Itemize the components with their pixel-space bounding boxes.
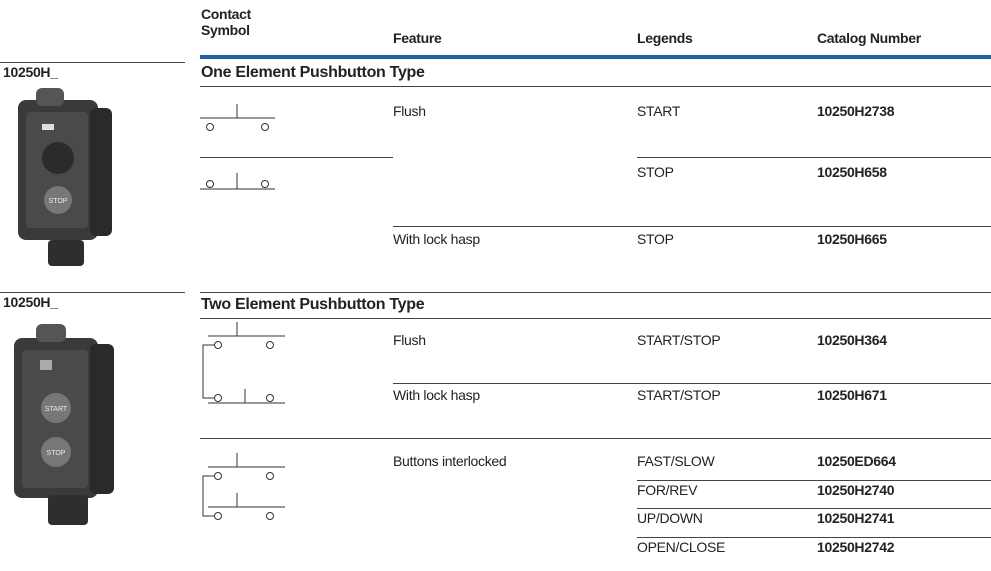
catalog-number: 10250H2740 [817,482,895,498]
column-header: Contact Symbol [201,6,252,38]
feature: With lock hasp [393,387,480,403]
column-header: Catalog Number [817,30,921,46]
legend: START/STOP [637,387,721,403]
legend: FAST/SLOW [637,453,715,469]
feature: With lock hasp [393,231,480,247]
catalog-number: 10250H2742 [817,539,895,555]
contact-symbols [200,104,285,520]
feature: Flush [393,103,426,119]
legend: STOP [637,231,674,247]
section-title: Two Element Pushbutton Type [201,296,425,313]
section-title: One Element Pushbutton Type [201,64,425,81]
legend: FOR/REV [637,482,698,498]
product-image: START STOP [14,324,114,525]
rules [0,62,991,538]
catalog-number: 10250H364 [817,332,887,348]
header-rule [200,55,991,59]
legend: STOP [637,164,674,180]
legend: UP/DOWN [637,510,703,526]
legend: START [637,103,681,119]
svg-text:STOP: STOP [47,450,66,457]
feature: Buttons interlocked [393,453,507,469]
catalog-number: 10250H2741 [817,510,895,526]
feature: Flush [393,332,426,348]
catalog-number: 10250H671 [817,387,887,403]
product-image: STOP [18,88,112,266]
section-label: 10250H_ [3,64,58,80]
column-header: Legends [637,30,693,46]
svg-text:START: START [45,406,68,413]
catalog-number: 10250H2738 [817,103,895,119]
legend: START/STOP [637,332,721,348]
legend: OPEN/CLOSE [637,539,726,555]
catalog-number: 10250ED664 [817,453,896,469]
section-label: 10250H_ [3,294,58,310]
column-header: Feature [393,30,442,46]
svg-text:STOP: STOP [49,198,68,205]
catalog-number: 10250H658 [817,164,887,180]
catalog-number: 10250H665 [817,231,887,247]
